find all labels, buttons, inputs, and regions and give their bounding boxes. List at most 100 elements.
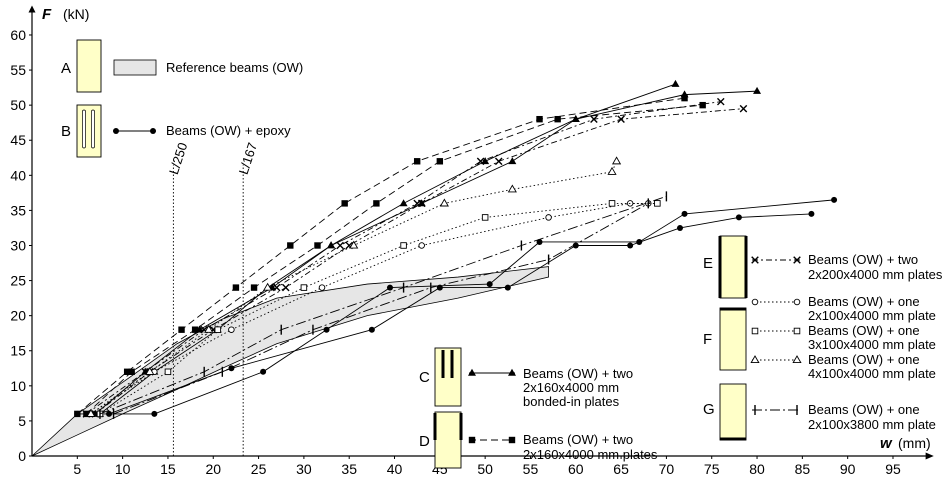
legend-sample-g [752,405,800,415]
series-line [99,90,758,415]
legend-label-b: Beams (OW) + epoxy [166,123,291,138]
data-point [481,214,489,221]
y-tick-label: 55 [10,62,26,78]
y-tick-label: 0 [18,448,26,464]
data-point [151,410,158,417]
data-point [327,241,336,249]
data-point [228,326,235,333]
data-point [508,157,517,165]
legend-sample-c [468,368,516,376]
x-tick-label: 40 [387,461,403,477]
beam-section-f [719,307,747,371]
y-tick-label: 35 [10,202,26,218]
legend-marker [751,327,759,335]
beam-section-b [76,104,102,158]
data-point [439,198,449,207]
legend-marker [793,298,801,306]
data-point [504,284,511,291]
data-point [571,114,580,122]
beam-section-d [434,411,462,469]
data-point [272,283,281,292]
data-point [617,115,625,123]
series-12 [112,198,649,419]
x-tick-label: 70 [659,461,675,477]
legend-label-e: 2x200x4000 mm plates [808,267,943,282]
data-point [164,368,172,376]
legend-label-d: 2x160x4000 mm plates [523,447,658,462]
series-11 [99,191,668,419]
legend-label-f: Beams (OW) + one [808,294,920,309]
y-tick-label: 10 [10,378,26,394]
legend-label-f: 4x100x4000 mm plate [808,366,936,381]
legend-letter: C [419,369,430,386]
legend-label-c: 2x160x4000 mm [523,380,619,395]
legend-label-f: 2x100x4000 mm plate [808,308,936,323]
data-point [486,281,493,288]
x-axis-label-symbol: w [880,435,893,452]
data-point [627,242,634,249]
x-tick-label: 80 [749,461,765,477]
legend-letter: B [61,123,71,140]
legend-layer: A Reference beams (OW) B Beams (OW) + epoxy… [61,39,943,469]
legend-letter: G [703,401,715,418]
legend-marker [113,128,119,134]
x-tick-label: 90 [840,461,856,477]
data-point [123,368,131,375]
data-point [611,156,622,165]
series-9 [96,200,661,418]
data-point [590,115,598,123]
data-point [386,284,393,291]
data-point [507,184,517,193]
legend-band-swatch [113,59,157,76]
data-point [572,242,579,249]
data-point [336,241,344,250]
axes-layer: 5 10 15 20 25 30 35 40 45 50 55 60 65 70 75 80 85 90 95 0 5 1… [10,5,934,477]
reference-line-label: L/250 [166,141,190,177]
x-tick-label: 5 [73,461,81,477]
series-line [108,213,812,415]
data-point [300,284,308,291]
legend-marker [793,327,801,335]
data-point [204,324,214,333]
data-point [699,101,706,109]
y-axis-label-symbol: F [42,6,52,23]
legend-sample-f [751,298,801,306]
legend-sample-e [751,256,801,264]
data-point [400,242,407,249]
data-point [753,86,762,94]
legend-marker [150,128,156,134]
legend-sample-f [751,327,801,335]
data-point [349,240,359,249]
data-point [214,326,222,333]
legend-letter: A [61,60,71,77]
legend-label-g: 2x100x3800 mm plate [808,417,936,432]
data-point [608,200,616,207]
x-tick-label: 75 [704,461,720,477]
data-point [368,326,375,333]
data-point [287,242,294,249]
data-point [808,210,815,217]
legend-letter: F [703,331,712,348]
y-tick-label: 50 [10,97,26,113]
data-point [677,224,684,231]
data-point [128,368,135,375]
data-point [681,210,688,217]
reference-band-area [31,266,549,457]
y-tick-label: 60 [10,27,26,43]
x-tick-label: 30 [296,461,312,477]
series-line [77,97,685,415]
legend-sample-f [750,355,802,364]
y-tick-label: 30 [10,237,26,253]
data-point [418,242,425,249]
data-point [735,214,742,221]
y-axis-arrow [28,5,36,13]
x-tick-label: 15 [160,461,176,477]
data-point [436,158,444,165]
legend-label-f: Beams (OW) + one [808,323,920,338]
data-point [74,410,81,418]
data-point [476,157,485,166]
data-point [323,326,330,333]
series-layer [74,79,838,419]
data-point [191,326,199,333]
